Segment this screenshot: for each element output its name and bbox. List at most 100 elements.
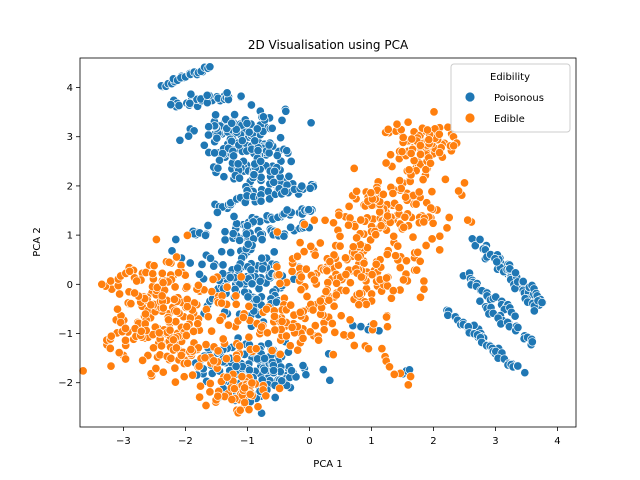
legend-title: Edibility: [490, 72, 530, 83]
data-point: [325, 375, 335, 385]
data-point: [228, 229, 238, 239]
data-point: [138, 355, 148, 365]
data-point: [318, 365, 328, 375]
data-point: [382, 273, 392, 283]
data-point: [260, 353, 270, 364]
data-point: [244, 301, 254, 311]
data-point: [207, 287, 217, 297]
data-point: [399, 222, 409, 232]
data-point: [217, 247, 227, 257]
data-point: [419, 284, 429, 294]
data-point: [246, 100, 256, 110]
data-point: [158, 367, 168, 377]
data-point: [381, 312, 392, 322]
data-point: [222, 88, 232, 98]
data-point: [301, 370, 311, 380]
data-point: [491, 292, 501, 302]
data-point: [257, 253, 267, 263]
data-point: [315, 238, 325, 248]
data-point: [343, 220, 354, 230]
data-point: [328, 218, 339, 228]
data-point: [186, 89, 196, 99]
data-point: [335, 241, 345, 251]
data-point: [463, 215, 473, 225]
data-point: [388, 286, 398, 296]
data-point: [340, 253, 351, 263]
data-point: [106, 276, 116, 286]
data-point: [427, 187, 437, 197]
data-point: [249, 170, 259, 180]
data-point: [305, 327, 315, 337]
y-tick-label: 0: [67, 280, 73, 291]
data-point: [367, 270, 377, 280]
data-point: [243, 292, 253, 302]
data-point: [427, 234, 437, 244]
data-point: [207, 326, 217, 336]
data-point: [418, 175, 428, 185]
data-point: [378, 189, 388, 199]
data-point: [295, 307, 305, 317]
data-point: [434, 129, 444, 139]
data-point: [213, 346, 223, 356]
data-point: [169, 294, 179, 304]
data-point: [209, 261, 219, 271]
data-point: [78, 366, 88, 376]
data-point: [325, 257, 335, 267]
data-point: [253, 146, 263, 156]
data-point: [527, 337, 537, 347]
data-point: [398, 132, 408, 143]
data-point: [166, 353, 176, 363]
data-point: [269, 365, 279, 376]
data-point: [394, 203, 404, 213]
data-point: [377, 344, 387, 354]
data-point: [237, 136, 247, 146]
data-point: [202, 90, 212, 100]
data-point: [415, 149, 426, 159]
data-point: [172, 306, 182, 316]
data-point: [352, 186, 362, 196]
data-point: [419, 276, 429, 286]
x-axis: −3 −2 −1 0 1 2 3 4: [116, 427, 561, 447]
data-point: [449, 141, 459, 151]
data-point: [354, 300, 364, 310]
data-point: [211, 110, 221, 120]
data-point: [284, 171, 294, 181]
data-point: [375, 207, 385, 217]
data-point: [329, 301, 339, 311]
data-point: [381, 158, 391, 168]
data-point: [261, 304, 272, 314]
data-point: [314, 335, 324, 345]
data-point: [222, 282, 232, 292]
legend-frame: [450, 63, 571, 133]
data-point: [391, 251, 401, 261]
data-point: [275, 278, 285, 289]
data-point: [434, 148, 445, 158]
data-point: [277, 316, 287, 327]
data-point: [408, 232, 418, 242]
data-point: [520, 368, 530, 378]
y-tick-label: 1: [67, 231, 73, 242]
data-point: [406, 148, 416, 158]
data-point: [349, 340, 359, 351]
data-point: [510, 268, 521, 278]
data-point: [329, 250, 339, 260]
data-point: [148, 269, 158, 279]
data-point: [227, 118, 237, 128]
data-point: [256, 196, 266, 206]
data-point: [322, 266, 332, 276]
data-point: [167, 246, 177, 256]
legend: Edibility Poisonous Edible: [450, 63, 571, 133]
data-point: [356, 215, 366, 225]
data-point: [188, 370, 198, 380]
data-point: [132, 276, 142, 286]
data-point: [444, 212, 454, 223]
data-point: [261, 391, 271, 401]
data-point: [395, 176, 405, 186]
data-point: [510, 311, 520, 321]
data-point: [345, 278, 355, 288]
data-point: [229, 384, 239, 394]
data-point: [244, 405, 254, 415]
data-point: [276, 133, 286, 143]
data-point: [304, 205, 314, 215]
data-point: [220, 227, 230, 237]
